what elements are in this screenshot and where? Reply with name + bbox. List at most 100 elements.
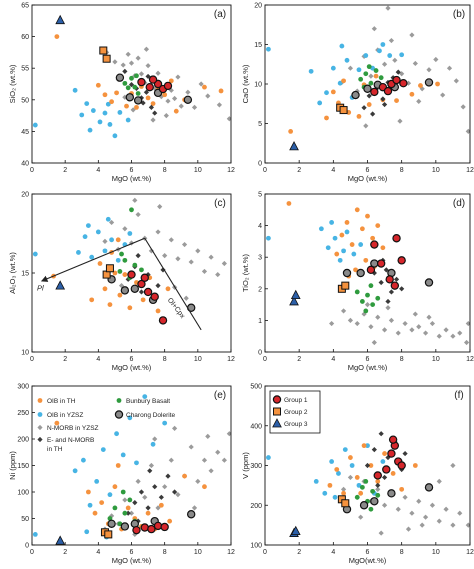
data-point xyxy=(409,327,415,333)
x-tick-label: 2 xyxy=(297,167,301,174)
panel-label: (c) xyxy=(214,198,226,209)
x-tick-label: 8 xyxy=(163,549,167,556)
data-point xyxy=(175,74,181,80)
data-point xyxy=(382,451,387,456)
data-point xyxy=(332,494,338,500)
data-point xyxy=(383,267,389,273)
data-point xyxy=(143,89,150,95)
data-point xyxy=(368,463,374,468)
data-point xyxy=(334,467,340,472)
x-axis-label: MgO (wt.%) xyxy=(112,363,152,372)
data-point xyxy=(392,75,401,85)
data-point xyxy=(173,108,179,114)
data-point xyxy=(125,93,135,102)
data-point xyxy=(137,279,146,289)
data-point xyxy=(168,237,174,243)
data-point xyxy=(381,502,388,508)
data-point xyxy=(412,463,418,468)
data-point xyxy=(105,101,111,107)
data-point xyxy=(95,229,101,235)
data-point xyxy=(107,122,113,127)
data-point xyxy=(366,93,372,99)
x-tick-label: 6 xyxy=(130,356,134,363)
data-point xyxy=(440,92,446,98)
x-tick-label: 2 xyxy=(297,549,301,556)
data-point xyxy=(125,85,131,91)
data-point xyxy=(385,298,391,305)
data-point xyxy=(337,257,343,263)
data-point xyxy=(85,489,91,495)
legend-marker xyxy=(37,398,43,403)
data-point xyxy=(365,292,370,298)
data-point xyxy=(368,283,374,289)
data-point xyxy=(416,324,422,330)
data-point xyxy=(371,339,377,346)
data-point xyxy=(218,88,224,94)
data-point xyxy=(186,510,196,519)
legend-item: Charong Dolerite xyxy=(114,410,176,419)
data-point xyxy=(363,53,369,58)
data-point xyxy=(215,449,221,455)
legend-marker xyxy=(272,395,282,404)
panel-label: (b) xyxy=(453,9,465,20)
data-point xyxy=(266,46,271,52)
data-points xyxy=(32,14,231,139)
data-point xyxy=(145,73,151,80)
data-point xyxy=(424,483,434,492)
data-point xyxy=(122,497,128,503)
data-point xyxy=(436,518,442,524)
data-point xyxy=(162,484,168,490)
legend-marker xyxy=(114,410,124,419)
data-point xyxy=(102,248,108,254)
data-point xyxy=(183,95,193,105)
data-point xyxy=(351,251,357,257)
data-point xyxy=(381,474,388,481)
data-point xyxy=(324,115,329,121)
data-point xyxy=(148,104,154,110)
data-point xyxy=(370,302,376,307)
data-point xyxy=(347,317,354,323)
data-point xyxy=(134,73,139,79)
data-point xyxy=(378,530,384,536)
y-tick-label: 2 xyxy=(258,286,262,293)
y-axis-label: CaO (wt.%) xyxy=(241,64,250,103)
data-point xyxy=(375,314,381,320)
data-point xyxy=(132,531,138,537)
data-point xyxy=(82,234,88,240)
data-point xyxy=(375,492,381,498)
data-point xyxy=(419,522,425,528)
panel-label: (e) xyxy=(214,390,226,401)
data-point xyxy=(393,276,400,282)
data-point xyxy=(115,463,121,468)
data-point xyxy=(120,286,130,295)
data-point xyxy=(183,295,189,301)
data-point xyxy=(134,460,139,466)
data-point xyxy=(313,479,319,484)
data-point xyxy=(370,111,376,117)
data-point xyxy=(436,478,442,484)
data-point xyxy=(465,128,470,134)
x-tick-label: 0 xyxy=(263,549,267,556)
data-point xyxy=(114,90,119,96)
x-tick-label: 12 xyxy=(227,549,235,556)
data-point xyxy=(363,479,369,484)
data-point xyxy=(135,91,141,96)
data-point xyxy=(182,473,187,479)
data-point xyxy=(399,52,405,58)
data-point xyxy=(341,78,346,84)
data-point xyxy=(135,55,141,61)
x-tick-label: 8 xyxy=(163,356,167,363)
data-points xyxy=(266,431,470,537)
data-point xyxy=(221,457,227,463)
x-tick-label: 0 xyxy=(30,549,34,556)
data-point xyxy=(363,84,372,93)
y-tick-label: 400 xyxy=(250,423,262,430)
data-point xyxy=(122,272,128,277)
data-point xyxy=(356,67,362,73)
data-point xyxy=(120,522,130,531)
x-tick-label: 8 xyxy=(163,167,167,174)
y-axis-label: SiO₂ (wt.%) xyxy=(8,64,17,103)
data-point xyxy=(375,295,381,301)
data-point xyxy=(158,502,164,508)
data-point xyxy=(359,226,365,232)
